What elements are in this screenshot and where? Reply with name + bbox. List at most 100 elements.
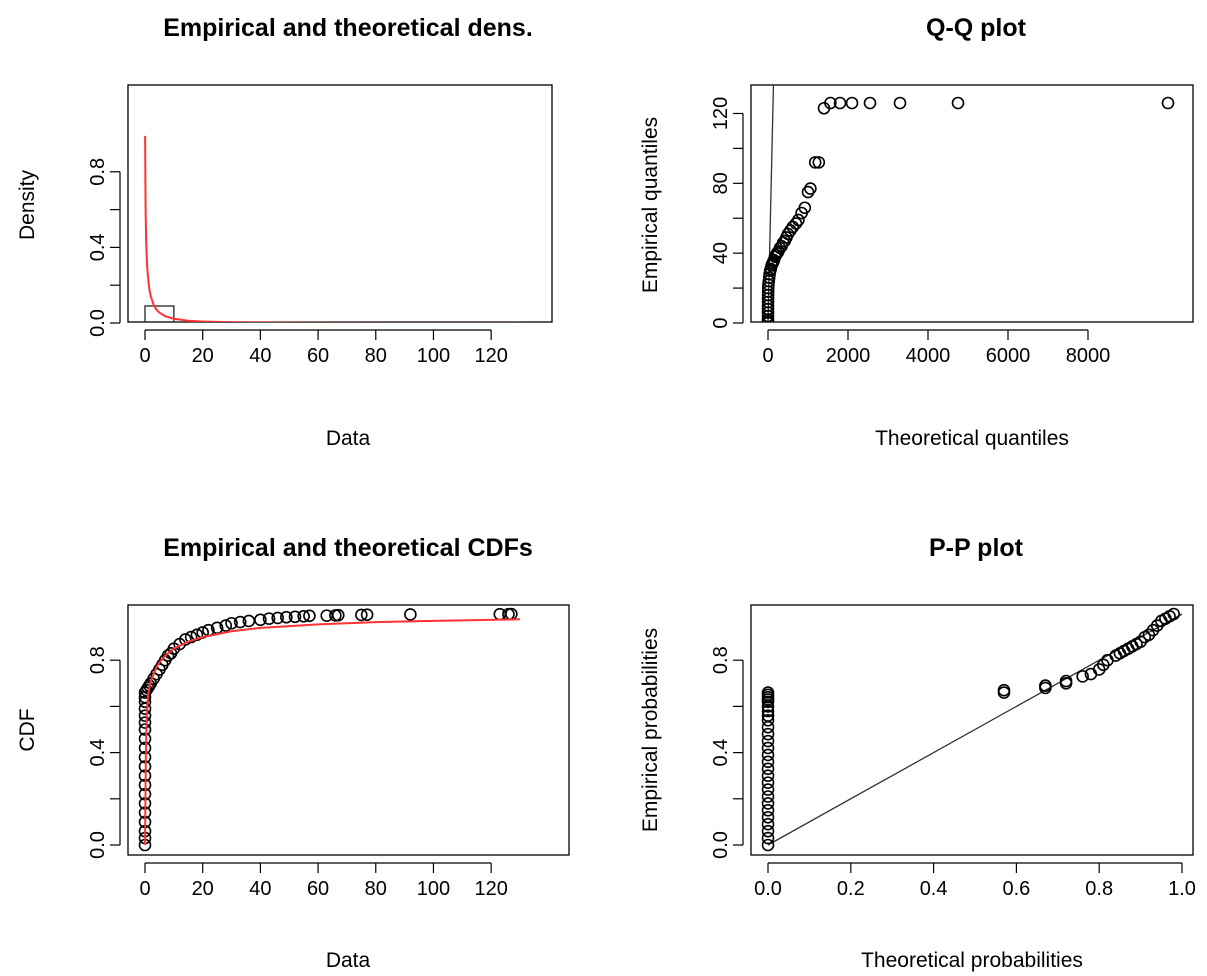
pp-y-tick-label: 0.8 — [710, 646, 732, 674]
density-x-tick-label: 100 — [417, 345, 450, 367]
pp-data-point — [761, 776, 775, 789]
pp-y-tick-label: 0.4 — [710, 739, 732, 767]
cdf-x-tick-label: 60 — [307, 878, 329, 900]
pp-data-layer — [761, 607, 1183, 852]
density-x-tick-label: 40 — [249, 345, 271, 367]
cdf-data-point — [404, 608, 417, 621]
cdf-x-tick-label: 120 — [474, 878, 507, 900]
cdf-data-point — [138, 716, 152, 729]
cdf-y-axis-label: CDF — [16, 708, 39, 751]
pp-data-point — [761, 727, 775, 741]
pp-panel: 0.0 0.2 0.4 0.6 0.8 1.0 0.0 0.4 0.8 — [710, 604, 1196, 900]
qq-y-tick-label: 120 — [710, 97, 732, 130]
density-x-tick-label: 60 — [307, 345, 329, 367]
qq-x-tick-label: 6000 — [986, 345, 1031, 367]
density-plot-frame — [127, 84, 553, 323]
qq-data-point — [893, 96, 907, 110]
pp-x-tick-label: 0.2 — [837, 878, 865, 900]
qq-x-tick-label: 2000 — [826, 345, 871, 367]
cdf-x-tick-label: 0 — [139, 878, 150, 900]
pp-data-point — [761, 769, 775, 783]
pp-data-point — [761, 748, 775, 762]
pp-plot-frame — [750, 604, 1194, 856]
cdf-x-tick-label: 40 — [249, 878, 271, 900]
qq-panel-title: Q-Q plot — [926, 14, 1027, 42]
density-panel-title: Empirical and theoretical dens. — [163, 14, 533, 42]
cdf-data-point — [190, 628, 204, 642]
density-theoretical-curve — [144, 135, 520, 322]
cdf-x-tick-label: 20 — [192, 878, 214, 900]
cdf-data-point — [225, 616, 238, 630]
pp-data-point — [997, 683, 1011, 697]
qq-data-point — [824, 96, 837, 110]
pp-data-point — [761, 804, 775, 817]
cdf-data-point — [331, 608, 345, 622]
pp-data-point — [761, 783, 775, 796]
qq-reference-line — [767, 85, 775, 322]
density-y-axis-label: Density — [16, 169, 39, 240]
qq-data-point — [808, 156, 822, 169]
density-y-tick-label: 0.8 — [87, 158, 109, 186]
cdf-data-point — [179, 633, 192, 646]
qq-data-point — [812, 156, 826, 169]
pp-reference-line — [767, 613, 1183, 846]
cdf-x-tick-label: 80 — [365, 878, 387, 900]
density-x-tick-label: 0 — [139, 345, 150, 367]
pp-data-point — [761, 755, 775, 769]
density-y-tick-label: 0.4 — [87, 233, 109, 261]
pp-x-tick-label: 0.6 — [1002, 878, 1030, 900]
qq-y-tick-label: 40 — [710, 242, 732, 264]
qq-data-point — [863, 96, 877, 110]
pp-data-point — [761, 686, 775, 699]
density-x-tick-label: 120 — [474, 345, 507, 367]
qq-data-point — [792, 213, 805, 227]
cdf-y-tick-label: 0.8 — [87, 646, 109, 674]
cdf-data-point — [280, 610, 293, 624]
cdf-data-point — [271, 611, 284, 625]
pp-data-point — [761, 824, 775, 838]
qq-plot-frame — [750, 84, 1194, 323]
density-x-tick-label: 80 — [365, 345, 387, 367]
cdf-data-point — [303, 609, 316, 623]
qq-x-tick-label: 0 — [762, 345, 773, 367]
pp-data-point — [761, 734, 775, 748]
density-data-layer — [144, 135, 520, 322]
pp-data-point — [761, 817, 775, 831]
qq-panel: 0 2000 4000 6000 8000 0 40 80 120 — [710, 84, 1194, 367]
pp-data-point — [1039, 679, 1052, 692]
cdf-panel-title: Empirical and theoretical CDFs — [163, 534, 533, 562]
qq-data-point — [845, 96, 859, 110]
density-x-tick-label: 20 — [192, 345, 214, 367]
pp-data-point — [1059, 674, 1073, 688]
pp-x-tick-label: 1.0 — [1168, 878, 1196, 900]
pp-data-point — [761, 741, 775, 755]
cdf-plot-frame — [127, 604, 570, 856]
qq-x-tick-label: 4000 — [906, 345, 951, 367]
density-y-tick-label: 0.0 — [87, 309, 109, 337]
pp-data-point — [761, 709, 775, 722]
cdf-data-point — [355, 608, 368, 622]
pp-data-point — [761, 831, 775, 845]
cdf-theoretical-curve — [144, 618, 521, 846]
pp-data-point — [761, 838, 775, 852]
cdf-data-point — [138, 723, 152, 736]
qq-data-point — [804, 182, 817, 195]
pp-data-point — [761, 790, 775, 803]
cdf-data-point — [184, 630, 198, 644]
pp-x-axis-label: Theoretical probabilities — [861, 949, 1083, 972]
pp-data-point — [761, 762, 775, 776]
qq-data-point — [833, 96, 847, 110]
qq-data-point — [951, 96, 965, 110]
qq-x-axis-label: Theoretical quantiles — [875, 427, 1069, 450]
cdf-data-layer — [138, 607, 521, 852]
pp-panel-title: P-P plot — [929, 534, 1024, 562]
pp-x-tick-label: 0.0 — [754, 878, 782, 900]
cdf-data-point — [254, 613, 267, 627]
pp-data-point — [1167, 607, 1181, 621]
qq-data-layer — [761, 85, 1175, 322]
cdf-data-point — [233, 615, 247, 629]
cdf-data-point — [360, 608, 374, 621]
qq-y-tick-label: 80 — [710, 172, 732, 194]
cdf-y-tick-label: 0.4 — [87, 739, 109, 767]
